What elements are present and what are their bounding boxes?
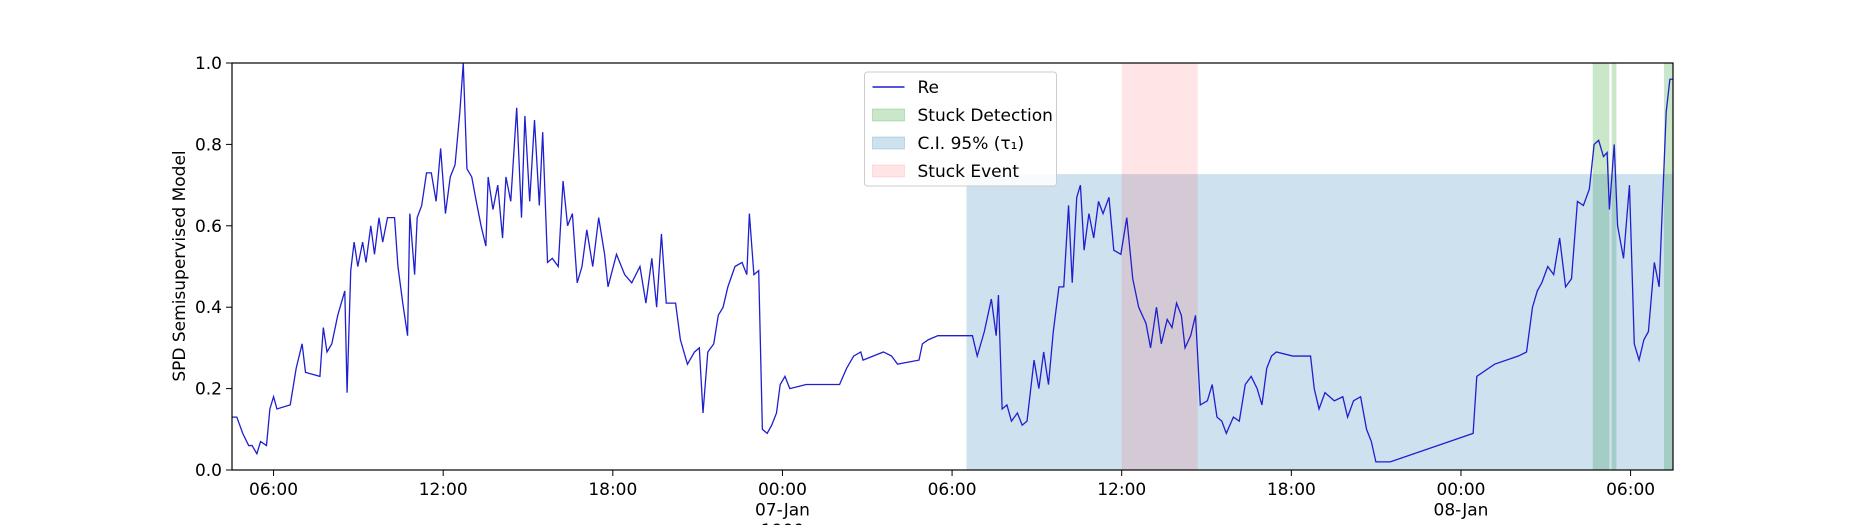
y-tick-label: 0.2: [195, 380, 222, 400]
span: [1611, 63, 1617, 470]
legend-label: Re: [918, 78, 940, 98]
y-tick-label: 1.0: [195, 54, 222, 74]
y-tick-label: 0.6: [195, 217, 222, 237]
x-tick-label: 00:00 08-Jan: [1434, 480, 1489, 520]
span: [1121, 63, 1198, 470]
span: [966, 174, 1673, 470]
span: [1592, 63, 1610, 470]
legend-label: Stuck Detection: [918, 106, 1053, 126]
legend-patch: [872, 136, 905, 150]
x-tick-label: 06:00: [1606, 480, 1655, 500]
legend-label: C.I. 95% (τ₁): [918, 134, 1025, 154]
x-tick-label: 06:00: [249, 480, 298, 500]
legend-patch: [872, 108, 905, 122]
line: [232, 62, 1673, 463]
x-tick-label: 18:00: [588, 480, 637, 500]
y-tick-label: 0.0: [195, 461, 222, 481]
legend-label: Stuck Event: [918, 162, 1020, 182]
x-tick-label: 06:00: [928, 480, 977, 500]
span: [1663, 63, 1673, 470]
x-tick-label: 12:00: [1097, 480, 1146, 500]
legend-patch: [872, 164, 905, 178]
y-tick-label: 0.8: [195, 135, 222, 155]
x-tick-label: 18:00: [1267, 480, 1316, 500]
x-tick-label: 12:00: [419, 480, 468, 500]
y-tick-label: 0.4: [195, 298, 222, 318]
legend-box: [864, 71, 1057, 187]
y-axis-label: SPD Semisupervised Model: [170, 150, 190, 381]
